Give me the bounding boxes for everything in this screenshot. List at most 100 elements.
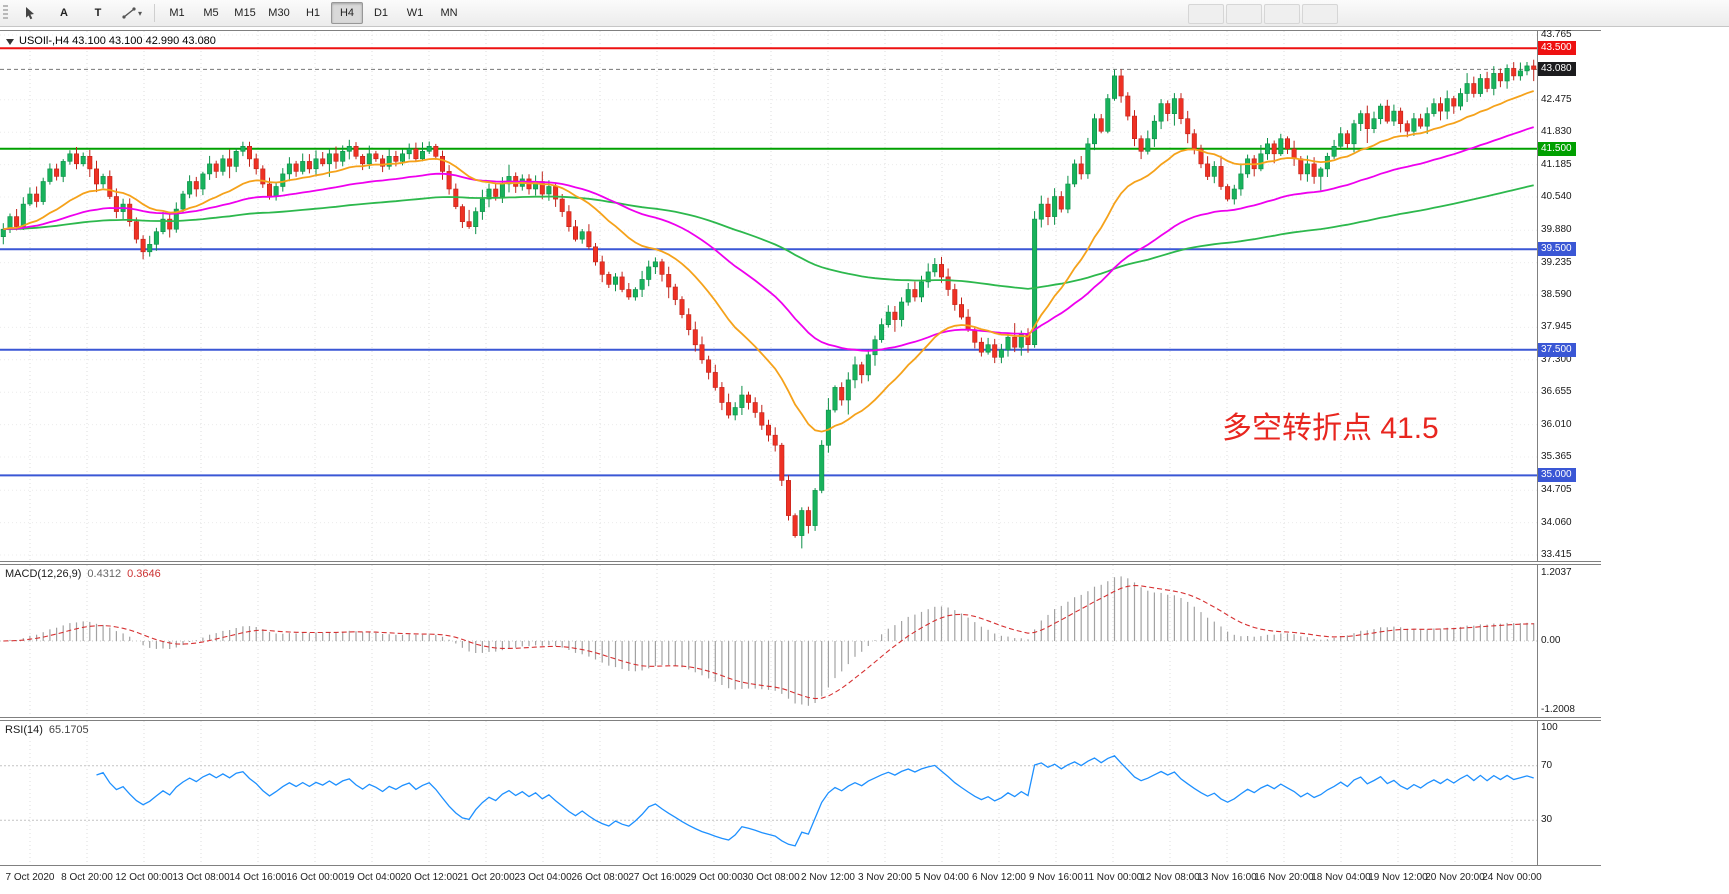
collapse-icon[interactable]	[6, 39, 14, 45]
timeframe-button-h1[interactable]: H1	[305, 7, 321, 19]
time-axis-label: 20 Nov 20:00	[1425, 872, 1485, 883]
candle-body	[1138, 138, 1144, 152]
candle-body	[1278, 138, 1284, 155]
time-axis-label: 13 Oct 08:00	[172, 872, 230, 883]
candle-body	[1364, 113, 1370, 129]
chart-title: USOIl-,H4 43.100 43.100 42.990 43.080	[5, 35, 216, 47]
candle-body	[945, 276, 951, 290]
text-label-tool-button[interactable]: A	[60, 7, 68, 19]
candle-body	[1358, 113, 1364, 124]
price-chart-plot[interactable]	[0, 31, 1538, 561]
candle-body	[972, 329, 978, 343]
candle-body	[745, 394, 751, 403]
candle-body	[852, 364, 858, 381]
timeframe-button-mn[interactable]: MN	[440, 7, 458, 19]
candle-body	[912, 289, 918, 298]
candle-body	[985, 344, 991, 353]
candle-body	[1171, 98, 1177, 114]
candle-body	[1005, 336, 1011, 351]
candle-body	[1158, 103, 1164, 122]
price-chart-panel[interactable]: USOIl-,H4 43.100 43.100 42.990 43.080 多空…	[0, 29, 1601, 562]
timeframe-button-h4[interactable]: H4	[331, 2, 363, 24]
candle-body	[885, 311, 891, 326]
macd-scale[interactable]: 1.2037 0.00 -1.2008	[1538, 565, 1600, 717]
candle-body	[306, 161, 312, 170]
chart-ohlc-readout: USOIl-,H4 43.100 43.100 42.990 43.080	[19, 35, 216, 47]
candle-body	[293, 163, 299, 172]
candle-body	[100, 176, 106, 185]
candle-body	[1238, 173, 1244, 190]
macd-plot[interactable]	[0, 565, 1538, 717]
candle-body	[879, 324, 885, 341]
candle-body	[260, 168, 266, 185]
time-axis[interactable]: 7 Oct 2020 8 Oct 20:00 12 Oct 00:00 13 Oct …	[0, 866, 1601, 894]
rsi-line	[96, 755, 1534, 847]
candle-body	[333, 153, 339, 162]
candle-body	[1411, 118, 1417, 132]
timeframe-button-w1[interactable]: W1	[406, 7, 424, 19]
time-axis-label: 5 Nov 04:00	[915, 872, 969, 883]
candle-body	[1038, 203, 1044, 220]
candle-body	[1318, 168, 1324, 177]
candle-body	[1185, 118, 1191, 135]
candle-body	[1444, 98, 1450, 112]
candle-body	[1231, 188, 1237, 200]
time-axis-label: 14 Oct 16:00	[229, 872, 287, 883]
toolbar-grip[interactable]	[3, 5, 8, 21]
macd-panel[interactable]: MACD(12,26,9) 0.4312 0.3646 1.2037 0.00 -1.2…	[0, 564, 1601, 718]
timeframe-button-m1[interactable]: M1	[169, 7, 185, 19]
timeframe-button-m5[interactable]: M5	[203, 7, 219, 19]
rsi-scale-label: 30	[1541, 814, 1553, 825]
candle-body	[413, 148, 419, 160]
timeframe-button-m15[interactable]: M15	[234, 7, 256, 19]
toolbar-button[interactable]	[1302, 4, 1338, 24]
rsi-scale[interactable]: 100 70 30	[1538, 721, 1600, 865]
candle-body	[127, 203, 133, 223]
price-tick-label: 35.365	[1541, 451, 1572, 462]
candle-body	[1491, 73, 1497, 89]
toolbar-button[interactable]	[1264, 4, 1300, 24]
timeframe-button-m30[interactable]: M30	[268, 7, 290, 19]
candle-body	[626, 289, 632, 298]
candle-body	[426, 146, 432, 152]
candle-body	[1438, 103, 1444, 112]
price-level-tag: 35.000	[1538, 468, 1576, 482]
cursor-tool-button[interactable]	[14, 2, 46, 24]
toolbar-button[interactable]	[1226, 4, 1262, 24]
rsi-panel[interactable]: RSI(14) 65.1705 100 70 30	[0, 720, 1601, 866]
candle-body	[752, 402, 758, 413]
candle-body	[1205, 163, 1211, 177]
candle-body	[679, 299, 685, 315]
candle-body	[160, 218, 166, 233]
candle-body	[606, 274, 612, 285]
line-tools-button[interactable]: ▾	[116, 2, 148, 24]
time-axis-label: 20 Oct 12:00	[400, 872, 458, 883]
price-tick-label: 38.590	[1541, 289, 1572, 300]
candle-body	[1072, 163, 1078, 185]
candle-body	[839, 387, 845, 401]
time-axis-label: 8 Oct 20:00	[61, 872, 113, 883]
candle-body	[1065, 183, 1071, 210]
candle-body	[399, 153, 405, 162]
rsi-plot[interactable]	[0, 721, 1538, 865]
candle-body	[992, 344, 998, 358]
text-tool-button[interactable]: T	[94, 7, 102, 19]
candle-body	[659, 261, 665, 275]
candle-body	[646, 266, 652, 280]
price-level-tag: 37.500	[1538, 343, 1576, 357]
candle-body	[366, 153, 372, 165]
candle-body	[765, 424, 771, 436]
candle-body	[153, 231, 159, 245]
candle-body	[393, 156, 399, 162]
candle-body	[1132, 115, 1138, 139]
timeframe-button-d1[interactable]: D1	[373, 7, 389, 19]
time-axis-label: 24 Nov 00:00	[1482, 872, 1542, 883]
candle-body	[1304, 163, 1310, 175]
toolbar-button[interactable]	[1188, 4, 1224, 24]
price-scale[interactable]: 43.765 42.475 41.830 41.185 40.540 39.880 39.2…	[1538, 29, 1600, 561]
candle-body	[34, 193, 40, 202]
candle-body	[632, 289, 638, 298]
candle-body	[1484, 78, 1490, 89]
candle-body	[1151, 120, 1157, 140]
macd-main-value: 0.4312	[87, 568, 122, 580]
